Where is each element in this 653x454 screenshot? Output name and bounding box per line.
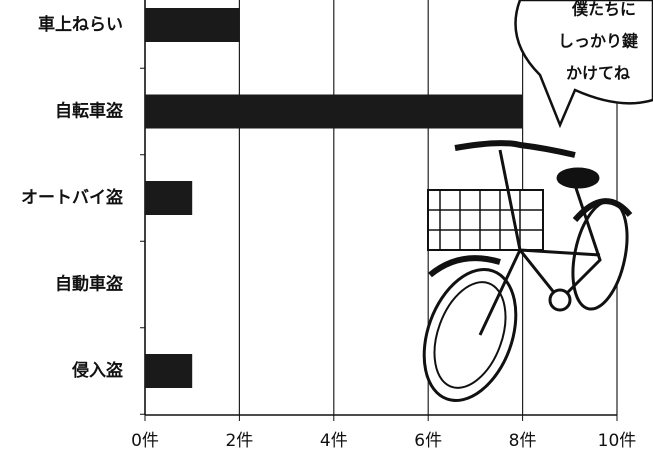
bar bbox=[145, 94, 523, 129]
y-tick-label: 自転車盗 bbox=[55, 101, 123, 122]
speech-bubble bbox=[514, 0, 653, 129]
bubble-text: 僕たちに bbox=[571, 0, 636, 19]
y-tick-label: 侵入盗 bbox=[71, 360, 123, 381]
x-tick-label: 8件 bbox=[509, 431, 537, 451]
x-tick-label: 2件 bbox=[225, 431, 253, 451]
x-tick-label: 10件 bbox=[598, 431, 637, 451]
x-tick-label: 6件 bbox=[414, 431, 442, 451]
bicycle-illustration bbox=[422, 140, 633, 402]
y-tick-label: 車上ねらい bbox=[38, 14, 123, 35]
bubble-text: しっかり鍵 bbox=[558, 32, 638, 51]
bar bbox=[145, 354, 193, 388]
y-tick-label: 自動車盗 bbox=[55, 274, 123, 295]
y-tick-label: オートバイ盗 bbox=[21, 187, 123, 208]
bar bbox=[145, 181, 193, 215]
bubble-text: かけてね bbox=[566, 64, 630, 83]
x-tick-label: 0件 bbox=[131, 431, 159, 451]
x-tick-label: 4件 bbox=[320, 431, 348, 451]
bar bbox=[145, 8, 240, 42]
